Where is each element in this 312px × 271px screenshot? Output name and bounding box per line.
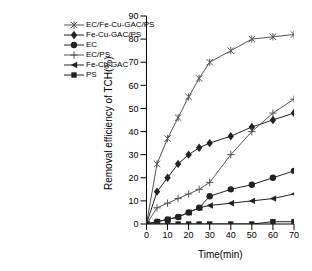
svg-text:0: 0: [144, 230, 149, 240]
svg-text:70: 70: [289, 230, 299, 240]
svg-text:20: 20: [128, 173, 138, 183]
svg-text:60: 60: [268, 230, 278, 240]
svg-text:60: 60: [128, 81, 138, 91]
svg-text:10: 10: [163, 230, 173, 240]
svg-text:40: 40: [128, 127, 138, 137]
svg-text:50: 50: [247, 230, 257, 240]
svg-text:0: 0: [133, 219, 138, 229]
svg-text:Removal efficiency of TCH(%): Removal efficiency of TCH(%): [103, 56, 114, 190]
svg-text:90: 90: [128, 11, 138, 21]
svg-text:80: 80: [128, 34, 138, 44]
svg-text:70: 70: [128, 57, 138, 67]
svg-text:30: 30: [205, 230, 215, 240]
svg-text:10: 10: [128, 196, 138, 206]
svg-text:20: 20: [184, 230, 194, 240]
svg-text:30: 30: [128, 150, 138, 160]
svg-text:40: 40: [226, 230, 236, 240]
svg-text:Time(min): Time(min): [198, 249, 243, 260]
svg-text:50: 50: [128, 104, 138, 114]
